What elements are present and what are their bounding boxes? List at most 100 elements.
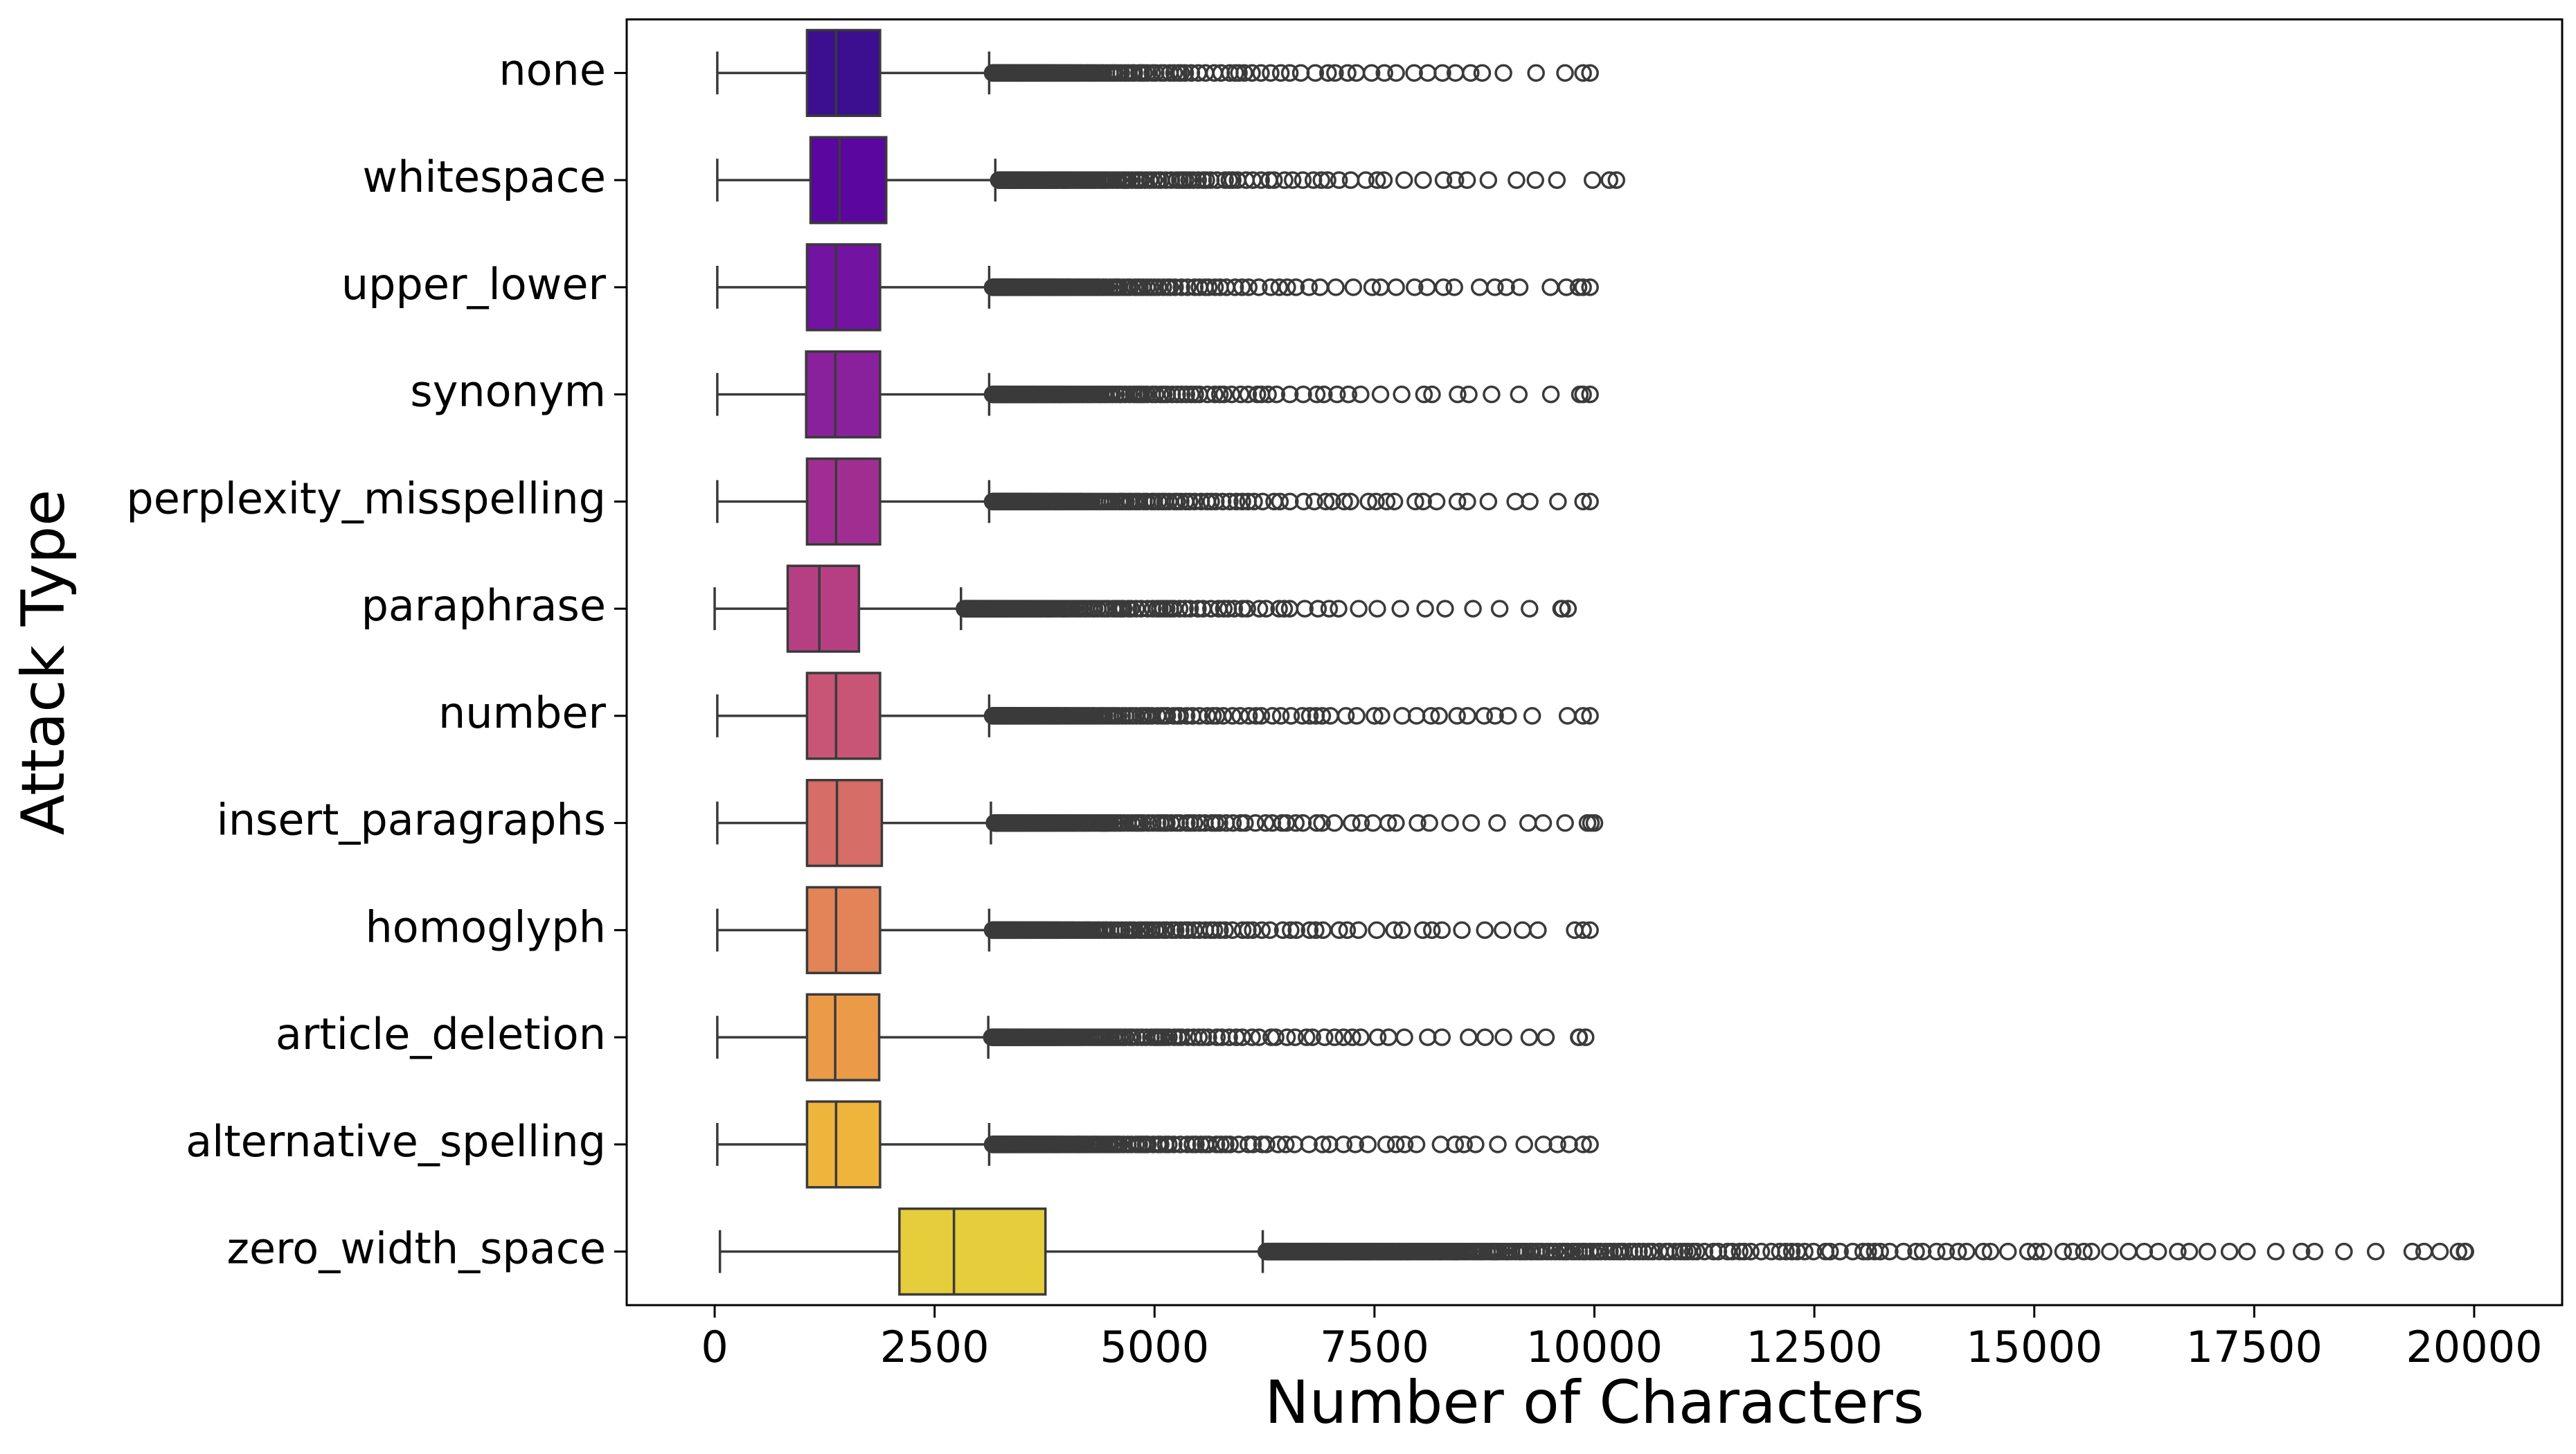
outlier-point bbox=[1771, 1242, 1789, 1261]
outlier-point bbox=[1607, 171, 1626, 189]
outlier-point bbox=[1341, 492, 1359, 511]
outlier-point bbox=[1436, 600, 1454, 618]
outlier-point bbox=[1327, 278, 1345, 296]
outlier-point bbox=[1446, 171, 1465, 189]
outlier-point bbox=[1233, 278, 1251, 296]
outlier-point bbox=[1318, 171, 1336, 189]
outlier-point bbox=[1591, 1242, 1610, 1261]
outlier-point bbox=[1166, 921, 1185, 940]
outlier-point bbox=[1363, 278, 1381, 296]
outlier-point bbox=[1200, 1136, 1218, 1154]
outlier-point bbox=[1476, 1028, 1494, 1046]
outlier-point bbox=[1350, 600, 1368, 618]
outlier-point bbox=[1294, 171, 1312, 189]
outlier-point bbox=[1362, 64, 1381, 82]
outlier-point bbox=[1259, 385, 1277, 404]
box-group-article_deletion bbox=[716, 993, 1595, 1081]
outlier-point bbox=[1479, 171, 1498, 189]
outlier-point bbox=[1244, 921, 1262, 940]
outlier-point bbox=[1433, 921, 1451, 940]
outlier-point bbox=[1368, 600, 1386, 618]
outlier-point bbox=[1307, 921, 1325, 940]
outliers-group bbox=[983, 64, 1599, 82]
outlier-point bbox=[1298, 1028, 1316, 1046]
box-group-alternative_spelling bbox=[716, 1100, 1599, 1189]
outlier-point bbox=[1269, 1136, 1287, 1154]
box-group-insert_paragraphs bbox=[716, 778, 1604, 868]
outlier-point bbox=[1181, 600, 1199, 618]
outlier-point bbox=[1796, 1242, 1814, 1261]
outlier-point bbox=[1267, 1028, 1285, 1046]
outlier-point bbox=[1357, 171, 1375, 189]
outlier-point bbox=[1387, 278, 1405, 296]
outlier-point bbox=[1352, 385, 1370, 404]
outlier-point bbox=[1166, 278, 1184, 296]
outlier-point bbox=[1177, 707, 1196, 725]
outlier-point bbox=[1387, 814, 1405, 832]
outlier-point bbox=[1581, 492, 1599, 511]
outlier-point bbox=[1287, 921, 1305, 940]
outlier-point bbox=[1250, 600, 1269, 618]
outlier-point bbox=[1343, 814, 1361, 832]
outlier-point bbox=[1533, 1242, 1551, 1261]
outlier-point bbox=[1170, 600, 1189, 618]
outlier-point bbox=[1557, 278, 1575, 296]
outlier-point bbox=[1462, 64, 1480, 82]
outlier-point bbox=[1387, 64, 1405, 82]
outlier-point bbox=[1574, 707, 1592, 725]
outlier-point bbox=[1323, 492, 1341, 511]
outlier-point bbox=[1724, 1242, 1742, 1261]
outlier-point bbox=[1138, 64, 1156, 82]
outlier-point bbox=[1777, 1242, 1795, 1261]
outlier-point bbox=[1486, 278, 1504, 296]
y-tick-label: alternative_spelling bbox=[186, 1116, 606, 1167]
outlier-point bbox=[1206, 492, 1225, 511]
outlier-point bbox=[1244, 1136, 1262, 1154]
outlier-point bbox=[1460, 385, 1478, 404]
x-tick-label: 12500 bbox=[1746, 1322, 1882, 1372]
outlier-point bbox=[1125, 921, 1144, 940]
outlier-point bbox=[1253, 921, 1271, 940]
outlier-point bbox=[1202, 492, 1220, 511]
box-group-upper_lower bbox=[716, 243, 1599, 332]
outlier-point bbox=[2101, 1242, 2119, 1261]
outlier-point bbox=[1306, 64, 1325, 82]
outlier-point bbox=[1330, 171, 1348, 189]
outlier-point bbox=[1494, 64, 1512, 82]
outlier-point bbox=[1548, 1136, 1566, 1154]
outlier-point bbox=[1974, 1242, 1993, 1261]
outlier-point bbox=[1212, 1136, 1230, 1154]
outlier-point bbox=[1150, 278, 1168, 296]
outlier-point bbox=[1574, 385, 1592, 404]
outlier-point bbox=[1158, 707, 1177, 725]
outlier-point bbox=[1123, 1028, 1142, 1046]
outlier-point bbox=[1581, 278, 1599, 296]
outlier-point bbox=[1189, 171, 1207, 189]
outlier-point bbox=[1420, 814, 1438, 832]
outlier-point bbox=[1927, 1242, 1946, 1261]
outlier-point bbox=[1213, 492, 1232, 511]
outlier-point bbox=[2064, 1242, 2082, 1261]
box-iqr bbox=[805, 778, 884, 868]
outlier-point bbox=[1366, 707, 1384, 725]
outlier-point bbox=[1326, 64, 1344, 82]
outlier-point bbox=[1154, 278, 1172, 296]
outlier-point bbox=[1414, 171, 1432, 189]
outlier-point bbox=[1267, 385, 1286, 404]
outlier-point bbox=[1434, 171, 1453, 189]
outlier-point bbox=[1510, 278, 1529, 296]
outlier-point bbox=[1172, 1028, 1191, 1046]
outlier-point bbox=[1343, 1028, 1361, 1046]
outlier-point bbox=[1534, 814, 1553, 832]
outlier-point bbox=[2082, 1242, 2101, 1261]
outlier-point bbox=[1782, 1242, 1801, 1261]
outlier-point bbox=[1359, 1136, 1377, 1154]
outlier-point bbox=[2292, 1242, 2311, 1261]
outlier-point bbox=[1695, 1242, 1714, 1261]
outlier-point bbox=[1377, 492, 1396, 511]
outlier-point bbox=[1314, 1136, 1332, 1154]
outlier-point bbox=[1434, 278, 1453, 296]
